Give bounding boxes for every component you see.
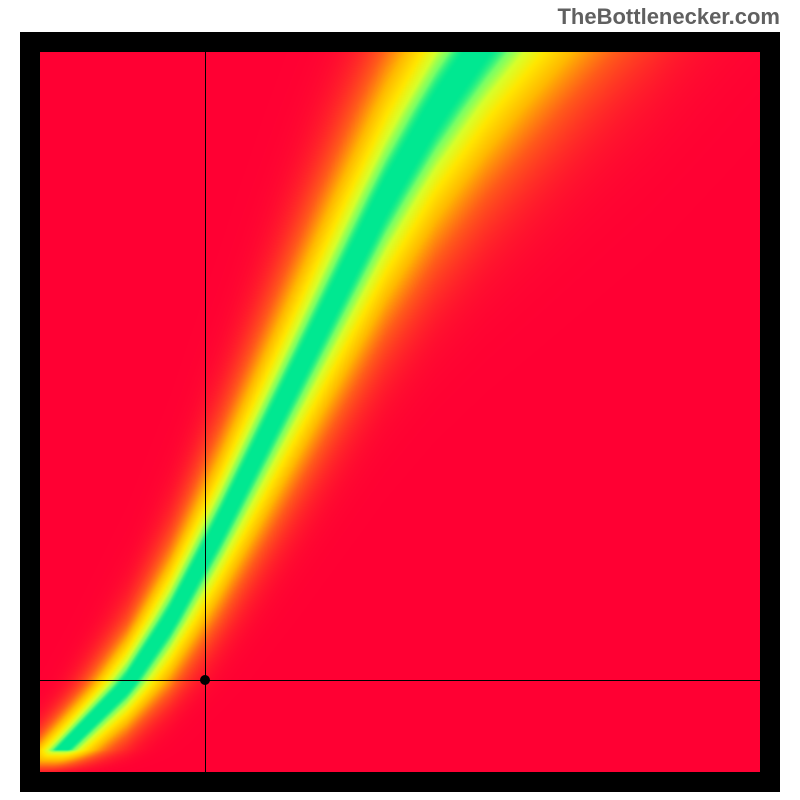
chart-outer-frame [20,32,780,792]
marker-dot [200,675,210,685]
crosshair-vertical [205,52,206,772]
heatmap-canvas [40,52,760,772]
attribution-text: TheBottlenecker.com [557,4,780,30]
heatmap-plot-area [40,52,760,772]
crosshair-horizontal [40,680,760,681]
